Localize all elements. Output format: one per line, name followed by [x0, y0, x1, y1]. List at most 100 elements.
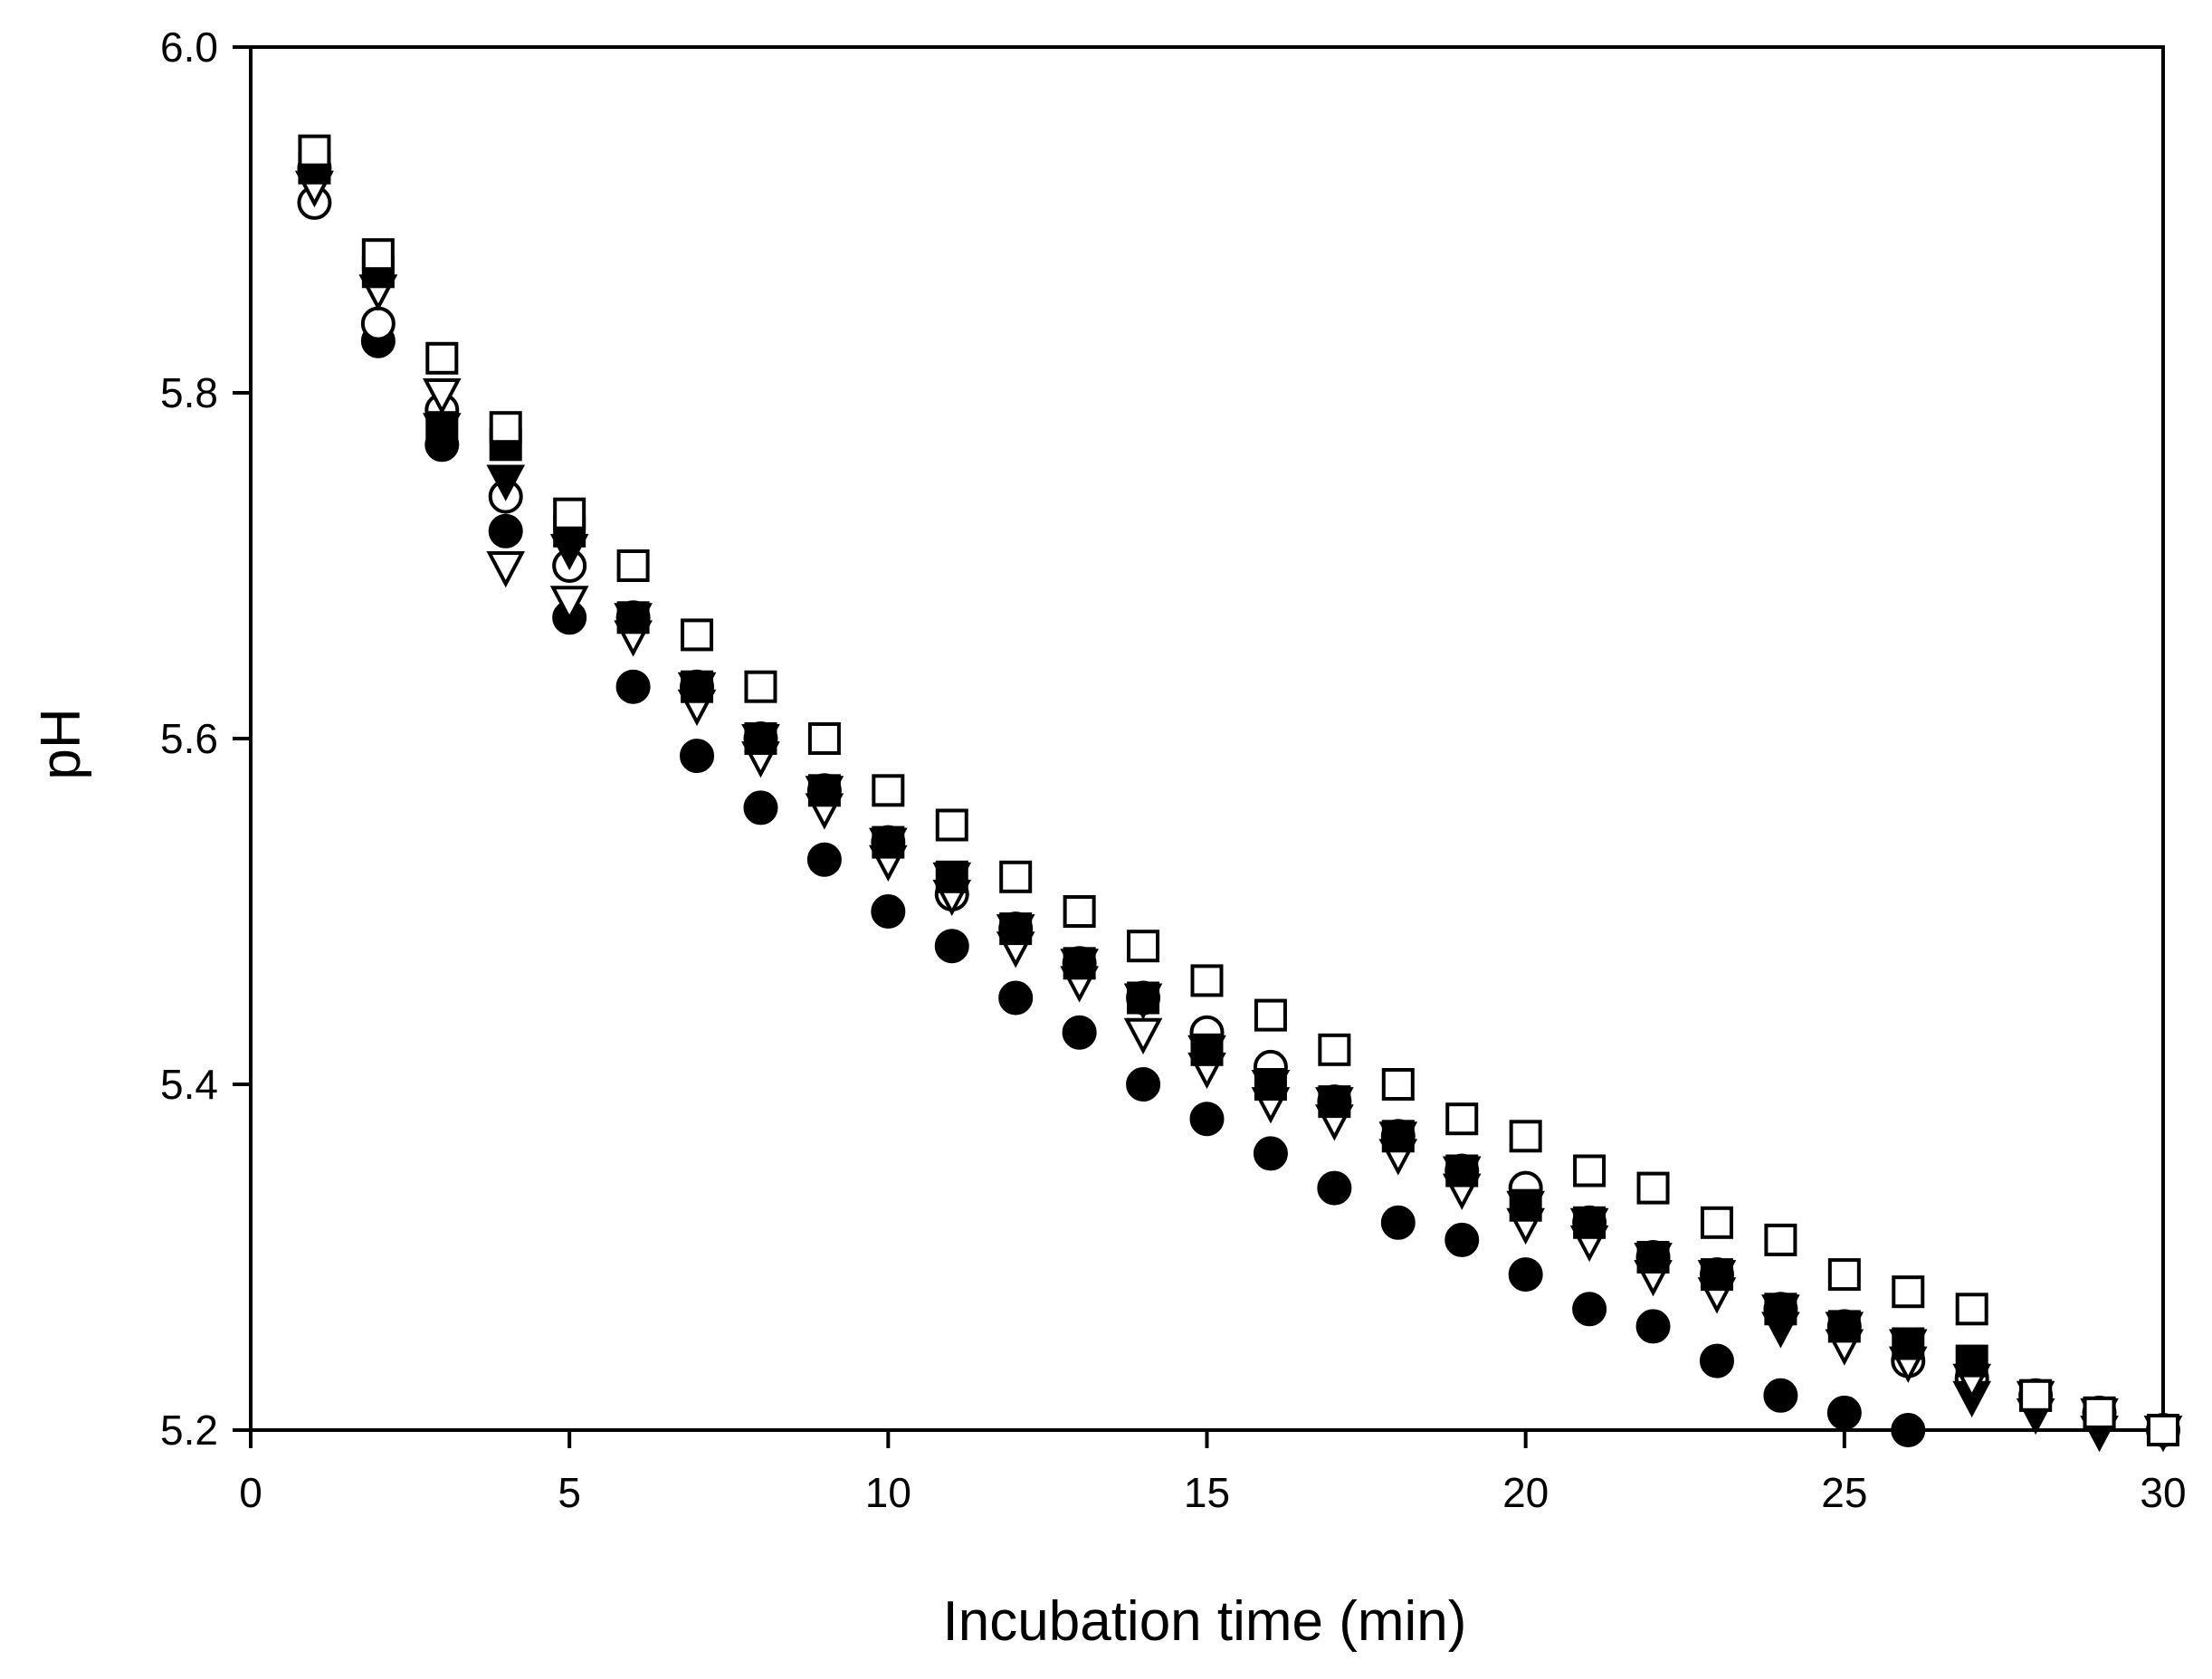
data-point-filled-square	[1827, 1310, 1861, 1343]
data-point-filled-triangle	[486, 464, 526, 501]
data-point-open-square	[1573, 1154, 1607, 1188]
data-point-open-triangle	[549, 586, 589, 623]
data-point-open-square	[553, 497, 586, 530]
data-point-filled-square	[1063, 947, 1096, 980]
plot-frame	[249, 45, 2165, 1432]
data-point-open-square	[1381, 1068, 1415, 1101]
data-point-filled-square	[1764, 1293, 1797, 1326]
data-point-filled-circle	[1253, 1136, 1288, 1171]
data-point-open-square	[1636, 1171, 1670, 1205]
data-point-open-square	[1254, 998, 1287, 1032]
data-point-open-square	[425, 341, 459, 375]
data-markers	[295, 134, 2183, 1453]
data-point-filled-circle	[1444, 1222, 1480, 1257]
data-point-open-square	[1190, 964, 1224, 997]
x-tick-label: 5	[558, 1469, 581, 1516]
data-point-filled-circle	[998, 980, 1034, 1016]
data-point-open-square	[872, 774, 905, 807]
data-point-filled-circle	[934, 929, 969, 964]
data-point-filled-square	[1892, 1327, 1925, 1360]
data-point-filled-circle	[1062, 1015, 1097, 1050]
y-tick-label: 6.0	[160, 24, 218, 71]
data-point-open-square	[1764, 1223, 1797, 1256]
x-tick-label: 15	[1184, 1469, 1230, 1516]
data-point-filled-square	[1445, 1154, 1479, 1188]
axes: 0 5 10 15 20 25 30 5.2 5.4 5.6 5.8 6.0	[160, 24, 2187, 1516]
data-point-filled-square	[999, 912, 1033, 946]
data-point-filled-circle	[1126, 1067, 1161, 1102]
x-tick-label: 30	[2140, 1469, 2186, 1516]
data-point-filled-square	[744, 722, 777, 755]
y-tick-label: 5.2	[160, 1407, 218, 1454]
y-tick-label: 5.6	[160, 715, 218, 762]
data-point-open-square	[807, 722, 841, 755]
y-tick-label: 5.8	[160, 369, 218, 416]
data-point-filled-square	[807, 774, 841, 807]
data-point-open-square	[1445, 1102, 1479, 1136]
x-tick-label: 25	[1821, 1469, 1867, 1516]
x-tick-label: 10	[865, 1469, 911, 1516]
data-point-open-square	[1955, 1293, 1988, 1326]
data-point-open-square	[2019, 1378, 2053, 1412]
data-point-open-square	[999, 860, 1033, 893]
data-point-open-square	[489, 411, 522, 444]
data-point-filled-circle	[1635, 1309, 1671, 1344]
data-point-filled-square	[1573, 1206, 1607, 1239]
data-point-filled-circle	[1317, 1170, 1352, 1206]
data-point-open-triangle	[1123, 1017, 1163, 1054]
data-point-filled-square	[1955, 1344, 1988, 1378]
data-point-open-square	[1827, 1258, 1861, 1292]
data-point-open-square	[298, 134, 331, 167]
x-axis-label: Incubation time (min)	[943, 1590, 1467, 1653]
data-point-open-square	[1063, 895, 1096, 928]
data-point-filled-circle	[1763, 1378, 1798, 1413]
data-point-filled-circle	[1891, 1413, 1926, 1447]
data-point-filled-square	[1636, 1241, 1670, 1274]
data-point-filled-circle	[615, 669, 651, 704]
data-point-open-square	[616, 549, 650, 582]
data-point-open-square	[2083, 1396, 2116, 1429]
data-point-filled-square	[1190, 1033, 1224, 1066]
data-point-filled-square	[425, 411, 459, 444]
data-point-filled-circle	[806, 842, 842, 877]
data-point-filled-circle	[1572, 1292, 1607, 1327]
data-point-filled-circle	[743, 790, 778, 825]
data-point-filled-square	[1700, 1258, 1733, 1292]
data-point-open-square	[681, 618, 714, 652]
data-point-filled-circle	[488, 513, 523, 549]
data-point-filled-square	[1318, 1085, 1351, 1119]
data-point-open-square	[1892, 1275, 1925, 1309]
data-point-filled-circle	[1380, 1205, 1416, 1240]
data-point-filled-square	[935, 860, 968, 893]
x-tick-label: 20	[1502, 1469, 1549, 1516]
x-tick-label: 0	[239, 1469, 262, 1516]
data-point-open-square	[2147, 1414, 2179, 1446]
data-point-open-square	[1509, 1120, 1542, 1153]
data-point-open-triangle	[486, 551, 526, 588]
data-point-filled-square	[616, 601, 650, 634]
data-point-filled-square	[681, 670, 714, 703]
data-point-filled-circle	[680, 739, 715, 774]
data-point-open-circle	[360, 306, 396, 341]
data-point-filled-circle	[1699, 1343, 1734, 1378]
y-tick-label: 5.4	[160, 1061, 218, 1108]
data-point-filled-square	[1127, 981, 1160, 1015]
y-axis-label: pH	[30, 708, 92, 779]
data-point-filled-circle	[871, 894, 906, 929]
data-point-open-square	[744, 670, 777, 703]
data-point-filled-circle	[1826, 1395, 1862, 1430]
data-point-filled-square	[1509, 1188, 1542, 1222]
data-point-open-square	[1318, 1033, 1351, 1066]
data-point-open-square	[1700, 1206, 1733, 1239]
data-point-filled-square	[1254, 1068, 1287, 1101]
data-point-open-square	[935, 808, 968, 842]
data-point-filled-circle	[1189, 1102, 1225, 1137]
data-point-open-square	[1127, 930, 1160, 963]
data-point-filled-square	[872, 825, 905, 859]
data-point-filled-square	[1381, 1120, 1415, 1153]
data-point-open-triangle	[422, 378, 462, 415]
data-point-filled-circle	[1508, 1257, 1543, 1293]
data-point-open-square	[361, 238, 395, 272]
